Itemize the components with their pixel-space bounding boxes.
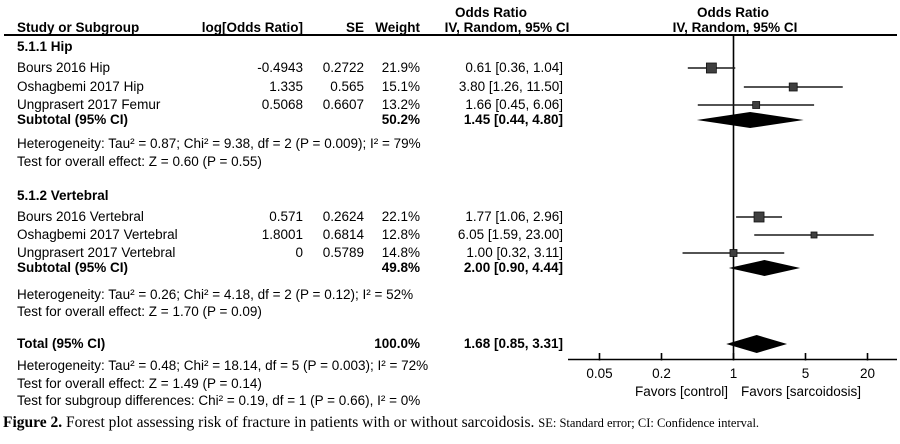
statistics-text: Test for overall effect: Z = 1.49 (P = 0…	[17, 376, 262, 391]
caption-text: Forest plot assessing risk of fracture i…	[62, 414, 539, 431]
pooled-weight: 100.0%	[374, 336, 420, 351]
study-name: Ungprasert 2017 Vertebral	[17, 245, 176, 260]
study-or-ci-text: 0.61 [0.36, 1.04]	[465, 60, 563, 75]
pooled-weight: 49.8%	[381, 260, 420, 275]
odds-ratio-header-left: Odds Ratio	[454, 5, 527, 20]
study-log-odds-ratio: 0.5068	[261, 97, 303, 112]
x-axis-tick-label: 0.2	[652, 366, 671, 381]
study-weight: 12.8%	[381, 227, 420, 242]
pooled-or-ci-text: 2.00 [0.90, 4.44]	[463, 260, 563, 275]
point-estimate-square	[752, 101, 761, 109]
study-se: 0.2722	[322, 60, 364, 75]
study-weight: 22.1%	[381, 209, 420, 224]
favors-control-label: Favors [control]	[634, 384, 728, 399]
point-estimate-square	[705, 62, 717, 74]
study-or-ci-text: 1.77 [1.06, 2.96]	[465, 209, 563, 224]
statistics-text: Test for overall effect: Z = 1.70 (P = 0…	[17, 304, 262, 319]
study-se: 0.565	[330, 79, 364, 94]
study-weight: 15.1%	[381, 79, 420, 94]
statistics-text: Heterogeneity: Tau² = 0.48; Chi² = 18.14…	[17, 358, 429, 373]
odds-ratio-header-right: Odds Ratio	[696, 5, 769, 20]
study-log-odds-ratio: 1.8001	[261, 227, 303, 242]
pooled-or-ci-text: 1.45 [0.44, 4.80]	[463, 112, 563, 127]
study-se: 0.6814	[322, 227, 364, 242]
statistics-text: Heterogeneity: Tau² = 0.26; Chi² = 4.18,…	[17, 287, 414, 302]
study-log-odds-ratio: -0.4943	[257, 60, 303, 75]
study-weight: 21.9%	[381, 60, 420, 75]
study-or-ci-text: 1.66 [0.45, 6.06]	[465, 97, 563, 112]
study-se: 0.6607	[322, 97, 364, 112]
pooled-weight: 50.2%	[381, 112, 420, 127]
point-estimate-square	[729, 249, 738, 257]
caption-abbreviations: SE: Standard error; CI: Confidence inter…	[538, 416, 760, 430]
point-estimate-square	[788, 82, 798, 92]
study-log-odds-ratio: 1.335	[269, 79, 303, 94]
study-name: Bours 2016 Vertebral	[17, 209, 144, 224]
favors-sarcoidosis-label: Favors [sarcoidosis]	[741, 384, 862, 399]
pooled-estimate-diamond	[696, 112, 804, 128]
subgroup-label: 5.1.1 Hip	[17, 39, 73, 54]
pooled-label: Subtotal (95% CI)	[17, 260, 129, 275]
weight-column-header: Weight	[375, 20, 420, 35]
study-name: Oshagbemi 2017 Vertebral	[17, 227, 178, 242]
point-estimate-square	[810, 231, 818, 239]
header-divider-rule	[4, 34, 897, 36]
x-axis-tick-label: 5	[801, 366, 810, 381]
figure-caption: Figure 2. Forest plot assessing risk of …	[3, 412, 899, 434]
study-log-odds-ratio: 0.571	[269, 209, 303, 224]
method-header-right: IV, Random, 95% CI	[672, 20, 798, 35]
pooled-estimate-diamond	[728, 260, 801, 276]
study-or-ci-text: 1.00 [0.32, 3.11]	[466, 245, 563, 260]
method-header-left: IV, Random, 95% CI	[444, 20, 570, 35]
se-column-header: SE	[345, 20, 364, 35]
statistics-text: Test for overall effect: Z = 0.60 (P = 0…	[17, 154, 262, 169]
pooled-label: Subtotal (95% CI)	[17, 112, 129, 127]
statistics-text: Test for subgroup differences: Chi² = 0.…	[17, 393, 421, 408]
study-or-ci-text: 3.80 [1.26, 11.50]	[458, 79, 563, 94]
study-se: 0.2624	[322, 209, 364, 224]
study-weight: 13.2%	[381, 97, 420, 112]
study-name: Ungprasert 2017 Femur	[17, 97, 161, 112]
x-axis-tick-label: 1	[729, 366, 738, 381]
study-se: 0.5789	[322, 245, 364, 260]
caption-figure-label: Figure 2.	[3, 414, 63, 431]
pooled-label: Total (95% CI)	[17, 336, 106, 351]
study-column-header: Study or Subgroup	[17, 20, 140, 35]
study-name: Oshagbemi 2017 Hip	[17, 79, 144, 94]
statistics-text: Heterogeneity: Tau² = 0.87; Chi² = 9.38,…	[17, 136, 421, 151]
study-name: Bours 2016 Hip	[17, 60, 111, 75]
study-or-ci-text: 6.05 [1.59, 23.00]	[457, 227, 563, 242]
pooled-estimate-diamond	[726, 335, 788, 353]
point-estimate-square	[753, 211, 765, 223]
x-axis-tick-label: 20	[859, 366, 876, 381]
x-axis-tick-label: 0.05	[586, 366, 613, 381]
study-weight: 14.8%	[381, 245, 420, 260]
subgroup-label: 5.1.2 Vertebral	[17, 188, 109, 203]
study-log-odds-ratio: 0	[295, 245, 303, 260]
pooled-or-ci-text: 1.68 [0.85, 3.31]	[463, 336, 563, 351]
log-odds-ratio-column-header: log[Odds Ratio]	[201, 20, 303, 35]
